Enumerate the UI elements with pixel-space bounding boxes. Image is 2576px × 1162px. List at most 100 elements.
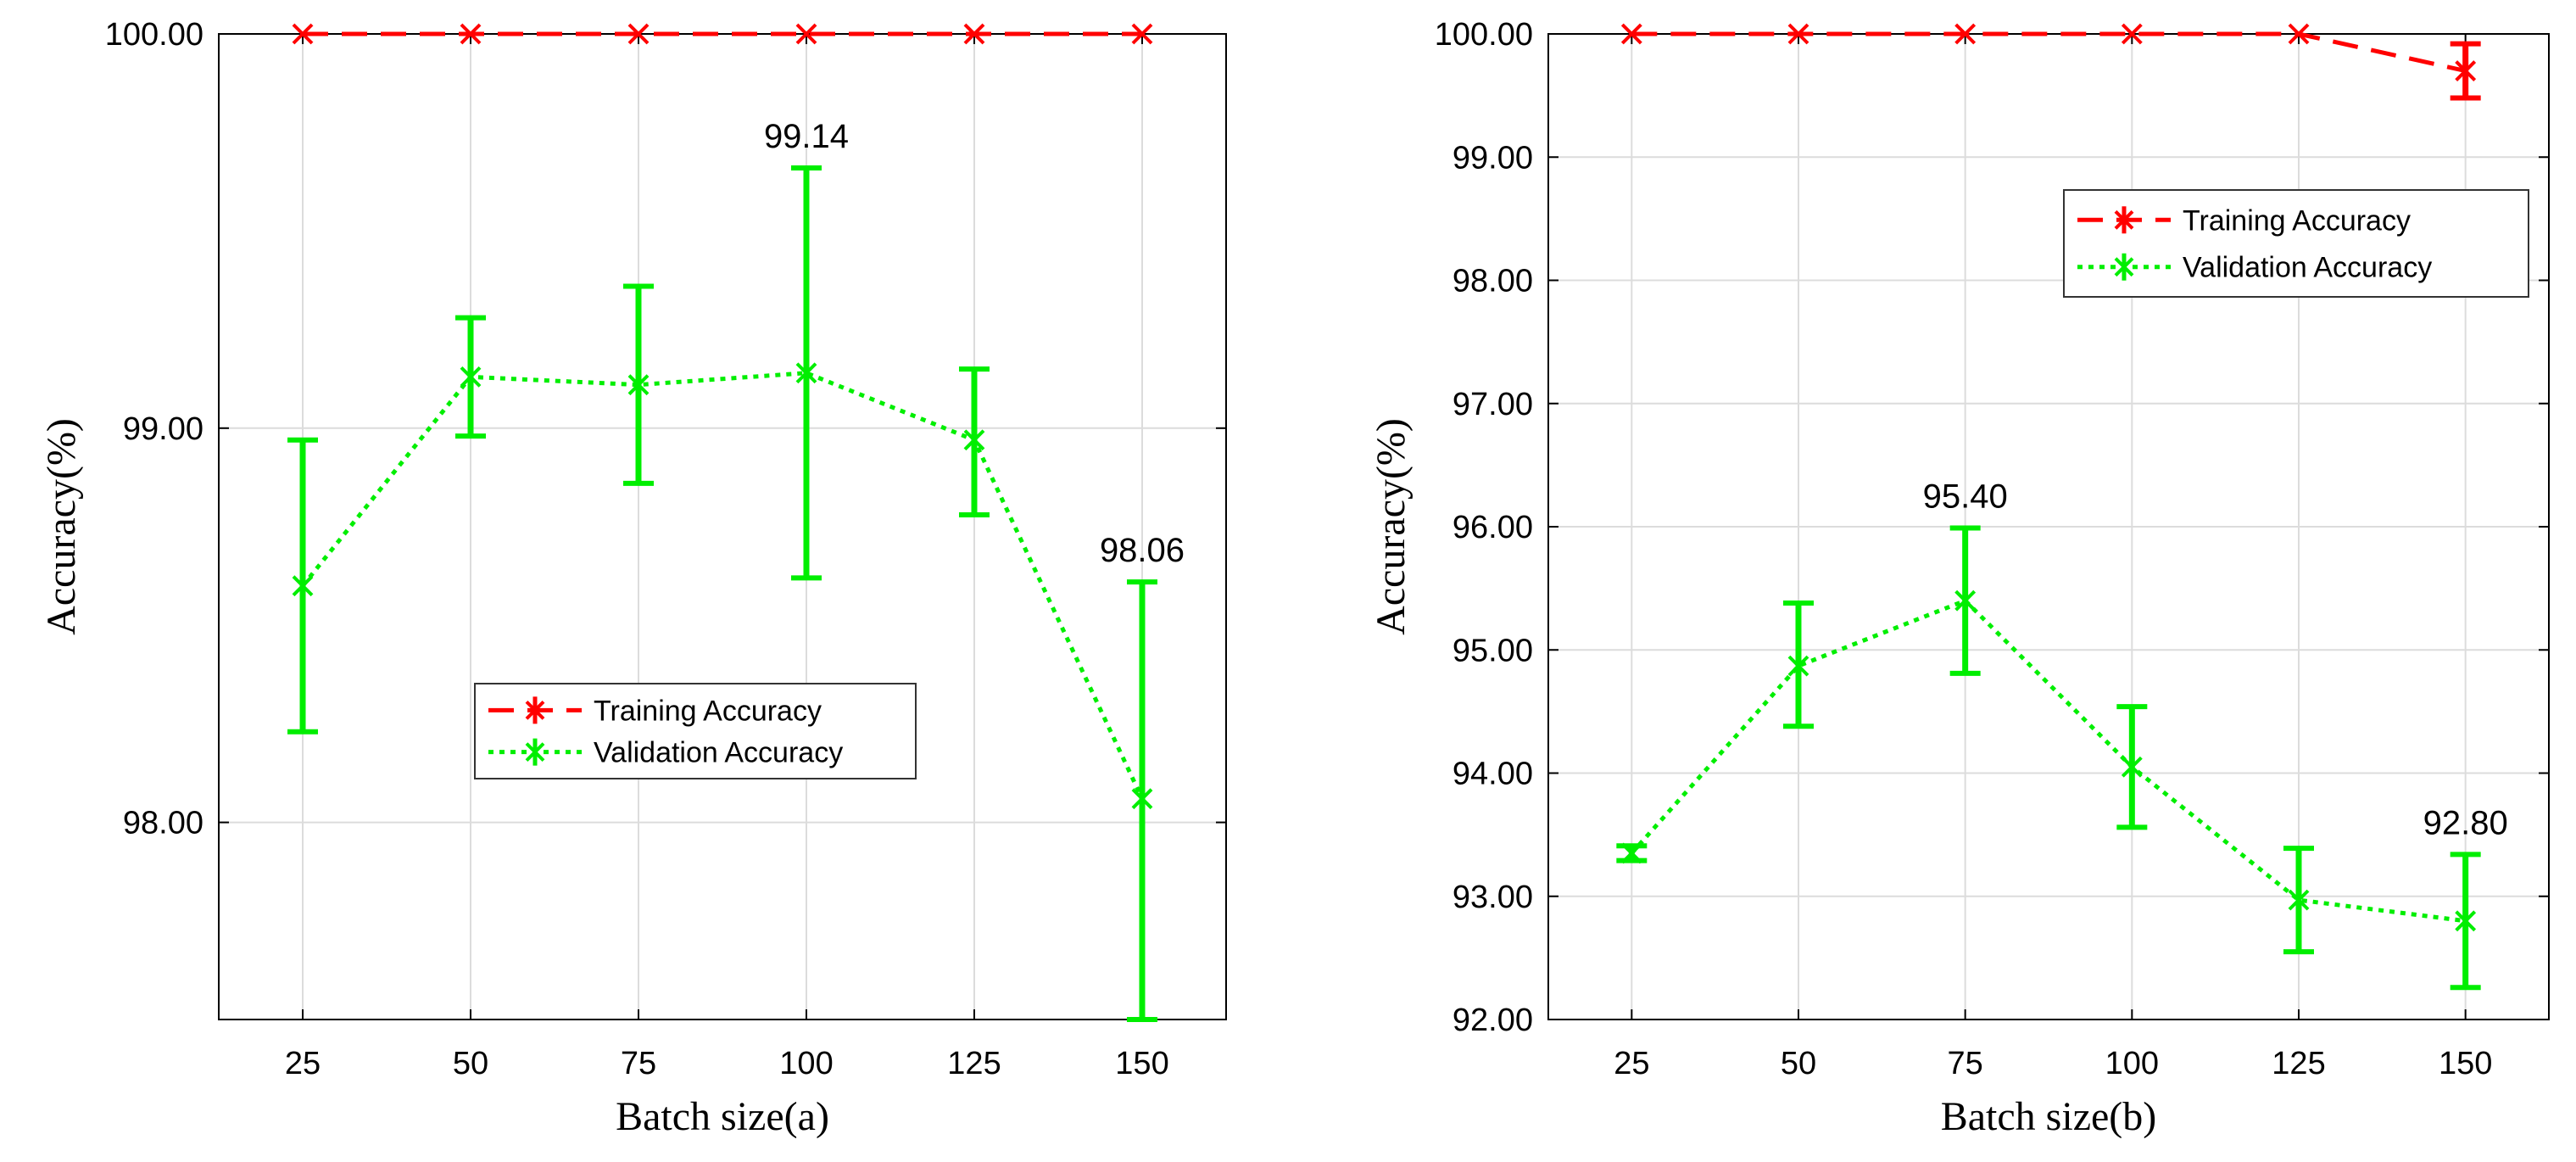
marker-stroke [460, 23, 482, 45]
data-point-marker [1954, 589, 1977, 612]
data-point-marker [627, 23, 650, 45]
plot-frame [218, 33, 1227, 1020]
marker-stroke [2455, 910, 2477, 932]
data-point-marker [1620, 842, 1642, 864]
ticks: 25 50 75 100 125 150 92.00 93.00 94.00 95.00 96.00… [1435, 17, 2549, 1081]
marker-stroke [2455, 60, 2477, 81]
data-point-marker [963, 429, 985, 451]
chart-panel-a: 25 50 75 100 125 150 98.00 99.00 100.00 Batch siz… [39, 17, 1227, 1139]
chart-panel-b: 25 50 75 100 125 150 92.00 93.00 94.00 95.00 96.00… [1369, 17, 2550, 1139]
marker-stroke [1954, 23, 1977, 45]
grid [219, 33, 1226, 1020]
marker-stroke [1620, 842, 1642, 864]
legend-label: Validation Accuracy [2183, 252, 2432, 284]
legend-swatch-marker [2114, 209, 2134, 230]
x-tick-label: 25 [285, 1046, 321, 1081]
marker-stroke [1620, 23, 1642, 45]
x-tick-label: 75 [621, 1046, 656, 1081]
y-axis-title: Accuracy(%) [1369, 418, 1413, 635]
x-axis-title: Batch size(a) [616, 1094, 829, 1139]
legend-label: Training Accuracy [594, 695, 822, 727]
legend: Training Accuracy Validation Accuracy [474, 683, 917, 779]
series-line [1630, 598, 2466, 924]
data-point-marker [1787, 23, 1809, 45]
data-point-marker [2455, 910, 2477, 932]
y-tick-label: 93.00 [1452, 880, 1533, 915]
y-tick-label: 100.00 [1435, 17, 1533, 53]
legend-box [2063, 189, 2529, 298]
series-training [1620, 23, 2481, 101]
legend: Training Accuracy Validation Accuracy [2063, 189, 2529, 298]
y-tick-label: 99.00 [123, 411, 204, 447]
data-point-marker [627, 374, 650, 396]
y-tick-label: 98.00 [123, 806, 204, 841]
legend-box [474, 683, 917, 779]
y-tick-label: 96.00 [1452, 510, 1533, 545]
data-point-marker [292, 23, 314, 45]
legend-swatch-marker [2114, 257, 2134, 277]
y-tick-label: 99.00 [1452, 140, 1533, 176]
marker-stroke [795, 23, 817, 45]
x-tick-label: 125 [2272, 1046, 2325, 1081]
y-tick-label: 97.00 [1452, 387, 1533, 422]
grid [1548, 33, 2549, 1020]
data-point-marker [2455, 60, 2477, 81]
data-point-marker [963, 23, 985, 45]
marker-stroke [2288, 889, 2310, 911]
marker-stroke [1787, 655, 1809, 677]
data-point-marker [1620, 23, 1642, 45]
marker-stroke [795, 362, 817, 384]
y-tick-label: 94.00 [1452, 757, 1533, 792]
data-label: 99.14 [764, 118, 849, 155]
x-tick-label: 100 [779, 1046, 833, 1081]
marker-stroke [292, 575, 314, 597]
data-point-marker [795, 23, 817, 45]
marker-stroke [1787, 23, 1809, 45]
x-tick-label: 25 [1614, 1046, 1649, 1081]
marker-stroke [1954, 589, 1977, 612]
data-point-marker [1787, 655, 1809, 677]
marker-stroke [460, 366, 482, 388]
legend-label: Validation Accuracy [594, 737, 843, 769]
data-label: 92.80 [2423, 804, 2508, 841]
series-validation [287, 165, 1157, 1022]
legend-swatch-marker [525, 742, 545, 763]
data-label: 95.40 [1923, 478, 2008, 515]
y-tick-label: 100.00 [105, 17, 204, 53]
data-point-marker [460, 23, 482, 45]
marker-stroke [627, 23, 650, 45]
data-label: 98.06 [1100, 532, 1185, 569]
marker-stroke [292, 23, 314, 45]
x-tick-label: 100 [2105, 1046, 2159, 1081]
marker-stroke [2121, 23, 2143, 45]
series-line [301, 371, 1145, 800]
marker-stroke [627, 374, 650, 396]
y-tick-label: 92.00 [1452, 1003, 1533, 1038]
series-line [1631, 31, 2467, 74]
marker-stroke [1131, 788, 1153, 810]
data-point-marker [1954, 23, 1977, 45]
y-axis-title: Accuracy(%) [39, 418, 84, 635]
data-point-marker [2121, 23, 2143, 45]
marker-stroke [2288, 23, 2310, 45]
data-point-marker [2121, 756, 2143, 778]
marker-stroke [2121, 756, 2143, 778]
data-point-marker [460, 366, 482, 388]
data-point-marker [292, 575, 314, 597]
x-axis-title: Batch size(b) [1941, 1094, 2157, 1139]
series-validation [1616, 525, 2481, 991]
x-tick-label: 125 [947, 1046, 1001, 1081]
data-point-marker [795, 362, 817, 384]
x-tick-label: 50 [1781, 1046, 1816, 1081]
data-point-marker [1131, 23, 1153, 45]
ticks: 25 50 75 100 125 150 98.00 99.00 100.00 [105, 17, 1226, 1081]
legend-label: Training Accuracy [2183, 204, 2411, 237]
marker-stroke [963, 429, 985, 451]
legend-swatch-marker [525, 700, 545, 720]
y-tick-label: 98.00 [1452, 264, 1533, 299]
marker-stroke [963, 23, 985, 45]
y-tick-label: 95.00 [1452, 633, 1533, 668]
data-point-marker [2288, 23, 2310, 45]
data-point-marker [2288, 889, 2310, 911]
